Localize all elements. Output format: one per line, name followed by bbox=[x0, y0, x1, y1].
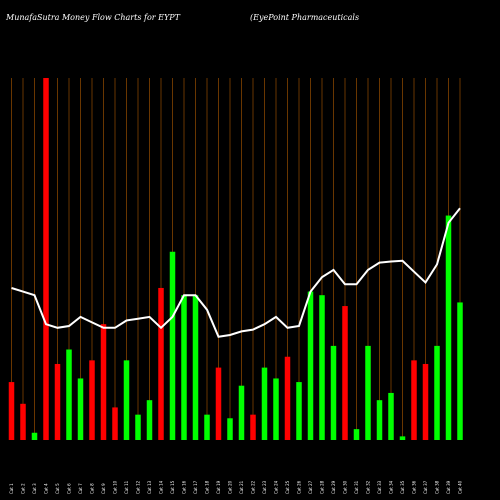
x-tick-label: Cat 3 bbox=[32, 483, 37, 494]
bar-36 bbox=[411, 360, 417, 440]
bar-23 bbox=[261, 367, 268, 440]
bar-18 bbox=[204, 414, 210, 440]
bar-11 bbox=[123, 360, 130, 440]
bar-37 bbox=[422, 363, 429, 440]
bar-38 bbox=[434, 345, 440, 440]
bar-26 bbox=[296, 382, 302, 440]
x-tick-label: Cat 34 bbox=[389, 480, 394, 494]
bars bbox=[8, 78, 463, 440]
x-tick-label: Cat 5 bbox=[55, 483, 60, 494]
bar-10 bbox=[112, 407, 118, 440]
bar-29 bbox=[330, 345, 337, 440]
bar-40 bbox=[457, 302, 463, 440]
bar-30 bbox=[342, 306, 348, 440]
x-tick-label: Cat 33 bbox=[377, 480, 382, 494]
x-tick-label: Cat 28 bbox=[320, 480, 325, 494]
x-tick-label: Cat 2 bbox=[21, 483, 26, 494]
x-tick-label: Cat 24 bbox=[274, 480, 279, 494]
bar-15 bbox=[169, 251, 176, 440]
chart-subtitle: (EyePoint Pharmaceuticals bbox=[250, 13, 359, 22]
bar-27 bbox=[307, 291, 314, 440]
bar-21 bbox=[238, 385, 245, 440]
bar-3 bbox=[31, 432, 38, 440]
x-tick-label: Cat 8 bbox=[90, 483, 95, 494]
x-tick-label: Cat 9 bbox=[101, 483, 106, 494]
x-tick-label: Cat 32 bbox=[366, 480, 371, 494]
chart-title: MunafaSutra Money Flow Charts for EYPT bbox=[5, 13, 181, 22]
x-tick-label: Cat 18 bbox=[205, 480, 210, 494]
x-tick-label: Cat 20 bbox=[228, 480, 233, 494]
x-tick-label: Cat 38 bbox=[435, 480, 440, 494]
bar-4 bbox=[43, 78, 49, 440]
bar-17 bbox=[192, 295, 199, 440]
bar-16 bbox=[181, 295, 187, 440]
x-tick-label: Cat 15 bbox=[170, 480, 175, 494]
bar-13 bbox=[146, 400, 153, 440]
bar-8 bbox=[89, 360, 95, 440]
bar-39 bbox=[445, 215, 452, 440]
x-tick-label: Cat 16 bbox=[182, 480, 187, 494]
bar-28 bbox=[319, 295, 325, 440]
bar-14 bbox=[158, 287, 164, 440]
x-tick-label: Cat 37 bbox=[423, 480, 428, 494]
bar-19 bbox=[215, 367, 222, 440]
x-tick-label: Cat 4 bbox=[44, 483, 49, 494]
x-tick-label: Cat 1 bbox=[9, 483, 14, 494]
x-tick-label: Cat 11 bbox=[124, 480, 129, 494]
x-tick-label: Cat 12 bbox=[136, 480, 141, 494]
x-tick-label: Cat 19 bbox=[216, 480, 221, 494]
x-tick-label: Cat 17 bbox=[193, 480, 198, 494]
bar-20 bbox=[227, 418, 233, 440]
bar-24 bbox=[273, 378, 279, 440]
bar-33 bbox=[376, 400, 383, 440]
x-tick-label: Cat 27 bbox=[308, 480, 313, 494]
bar-32 bbox=[365, 345, 371, 440]
bar-9 bbox=[100, 324, 107, 440]
x-tick-label: Cat 35 bbox=[400, 480, 405, 494]
x-tick-label: Cat 7 bbox=[78, 483, 83, 494]
x-tick-labels: Cat 1 Cat 2 Cat 3 Cat 4 Cat 5 Cat 6 Cat 7 Cat 8… bbox=[9, 480, 463, 494]
x-tick-label: Cat 39 bbox=[446, 480, 451, 494]
x-tick-label: Cat 25 bbox=[285, 480, 290, 494]
x-tick-label: Cat 6 bbox=[67, 483, 72, 494]
x-tick-label: Cat 36 bbox=[412, 480, 417, 494]
bar-34 bbox=[388, 392, 394, 440]
bar-1 bbox=[8, 382, 15, 440]
x-tick-label: Cat 29 bbox=[331, 480, 336, 494]
x-tick-label: Cat 30 bbox=[343, 480, 348, 494]
bar-25 bbox=[284, 356, 291, 440]
bar-2 bbox=[20, 403, 26, 440]
x-tick-label: Cat 22 bbox=[251, 480, 256, 494]
x-tick-label: Cat 26 bbox=[297, 480, 302, 494]
bar-22 bbox=[250, 414, 256, 440]
bar-12 bbox=[135, 414, 141, 440]
bar-35 bbox=[399, 436, 406, 440]
x-tick-label: Cat 21 bbox=[239, 480, 244, 494]
x-tick-label: Cat 40 bbox=[458, 480, 463, 494]
bar-5 bbox=[54, 363, 61, 440]
x-tick-label: Cat 14 bbox=[159, 480, 164, 494]
x-tick-label: Cat 13 bbox=[147, 480, 152, 494]
x-tick-label: Cat 10 bbox=[113, 480, 118, 494]
bar-7 bbox=[77, 378, 84, 440]
money-flow-line bbox=[11, 207, 461, 338]
bar-31 bbox=[353, 429, 360, 440]
bar-6 bbox=[66, 349, 72, 440]
x-tick-label: Cat 23 bbox=[262, 480, 267, 494]
x-tick-label: Cat 31 bbox=[354, 480, 359, 494]
